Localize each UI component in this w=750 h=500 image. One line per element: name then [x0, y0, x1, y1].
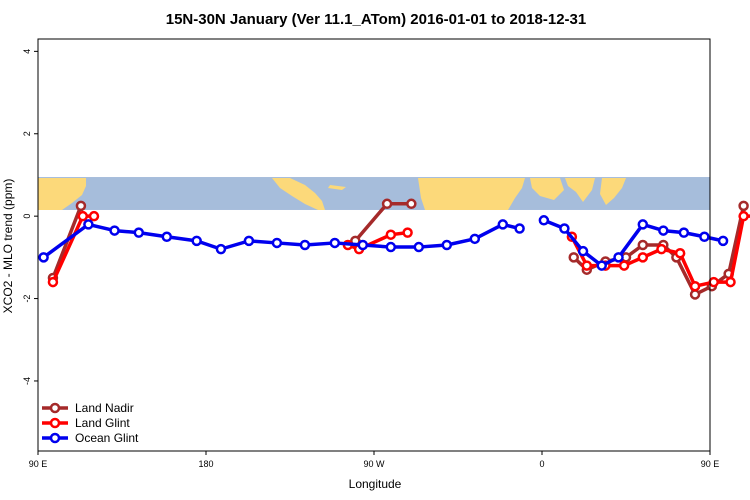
y-tick-label: -2: [22, 295, 32, 303]
data-point: [406, 198, 417, 210]
map-ocean: [38, 177, 710, 210]
legend-swatch-point: [49, 402, 61, 414]
data-point: [497, 219, 509, 230]
data-point: [385, 229, 397, 240]
data-point: [678, 227, 690, 238]
data-point: [357, 239, 369, 251]
data-point: [47, 276, 59, 288]
y-tick-label: 0: [22, 214, 32, 219]
legend-label: Land Glint: [75, 416, 130, 430]
data-point: [271, 237, 283, 249]
data-point: [689, 289, 701, 300]
map-land-arabia: [530, 178, 564, 200]
data-point: [717, 235, 729, 247]
data-point: [88, 210, 100, 222]
series-ocean-glint: [38, 215, 729, 271]
data-point: [514, 223, 525, 234]
y-tick-label: 4: [22, 49, 32, 54]
x-axis-label: Longitude: [349, 477, 402, 491]
series-line: [543, 218, 724, 268]
data-point: [381, 198, 393, 210]
data-point: [191, 235, 202, 247]
legend-swatch-point: [49, 417, 61, 429]
map-land-india: [565, 178, 595, 202]
data-point: [215, 243, 227, 255]
data-point: [559, 223, 570, 234]
data-point: [637, 219, 649, 230]
data-point: [658, 225, 669, 236]
data-point: [161, 231, 173, 243]
map-land-asia: [38, 178, 86, 210]
legend-label: Ocean Glint: [75, 431, 139, 445]
x-tick-label: 90 W: [363, 459, 385, 469]
y-axis-label: XCO2 - MLO trend (ppm): [1, 179, 15, 314]
x-tick-label: 90 E: [29, 459, 48, 469]
data-point: [109, 225, 120, 236]
data-point: [618, 260, 630, 271]
y-axis: -4 -2 0 2 4: [22, 49, 38, 385]
data-point: [402, 227, 413, 238]
data-point: [568, 252, 579, 263]
data-point: [738, 200, 749, 212]
data-point: [689, 280, 701, 292]
data-point: [385, 241, 397, 253]
data-point: [596, 260, 607, 271]
map-land-seasia: [600, 178, 626, 205]
map-land-mexico: [272, 178, 325, 210]
x-tick-label: 180: [198, 459, 213, 469]
data-point: [243, 235, 255, 247]
data-point: [83, 219, 94, 230]
data-point: [538, 215, 550, 226]
map-land-cuba: [328, 185, 346, 190]
x-tick-label: 0: [539, 459, 544, 469]
map-land-africa: [418, 178, 525, 210]
data-point: [75, 200, 87, 212]
world-map-band: [38, 177, 710, 210]
y-tick-label: 2: [22, 131, 32, 136]
series-line: [347, 230, 408, 251]
data-point: [656, 243, 667, 255]
data-point: [133, 227, 145, 238]
legend-swatch-point: [49, 432, 61, 444]
data-point: [38, 252, 49, 263]
data-point: [299, 239, 311, 251]
data-point: [469, 233, 481, 245]
data-point: [329, 237, 341, 249]
series-land-nadir: [47, 198, 749, 300]
data-point: [708, 276, 719, 288]
data-point: [441, 239, 453, 251]
chart-title: 15N-30N January (Ver 11.1_ATom) 2016-01-…: [166, 11, 587, 28]
data-point: [725, 276, 736, 288]
data-point: [577, 245, 589, 257]
data-point: [674, 247, 686, 259]
data-point: [637, 252, 649, 263]
data-point: [738, 210, 749, 222]
y-tick-label: -4: [22, 377, 32, 385]
series-layer: [38, 198, 750, 300]
legend-label: Land Nadir: [75, 401, 134, 415]
data-point: [699, 231, 710, 243]
data-point: [413, 241, 425, 253]
data-point: [581, 260, 593, 271]
x-tick-label: 90 E: [701, 459, 720, 469]
data-point: [637, 239, 649, 251]
data-point: [613, 252, 624, 263]
data-point: [77, 210, 89, 222]
